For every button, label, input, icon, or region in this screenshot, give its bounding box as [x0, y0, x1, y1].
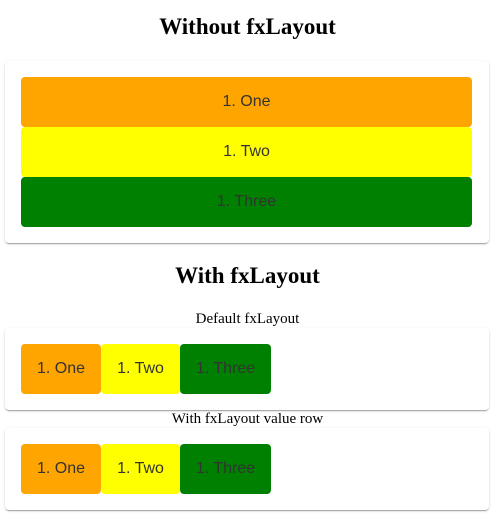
row-item-three: 1. Three [180, 344, 271, 394]
without-fxlayout-heading: Without fxLayout [159, 14, 336, 39]
stack-item-one: 1. One [21, 77, 472, 127]
row-item-one: 1. One [21, 344, 101, 394]
row-item-two: 1. Two [101, 444, 180, 494]
row-item-two: 1. Two [101, 344, 180, 394]
without-fxlayout-card: 1. One 1. Two 1. Three [5, 61, 489, 243]
stack-item-two: 1. Two [21, 127, 472, 177]
fxlayout-row-card: 1. One 1. Two 1. Three [5, 428, 489, 510]
row-item-three: 1. Three [180, 444, 271, 494]
default-fxlayout-card: 1. One 1. Two 1. Three [5, 328, 489, 410]
fxlayout-row-label: With fxLayout value row [171, 411, 324, 427]
default-fxlayout-label: Default fxLayout [195, 311, 300, 327]
fxlayout-value-row: 1. One 1. Two 1. Three [21, 444, 271, 494]
default-fxlayout-row: 1. One 1. Two 1. Three [21, 344, 271, 394]
row-item-one: 1. One [21, 444, 101, 494]
with-fxlayout-heading: With fxLayout [175, 263, 320, 288]
stack-item-three: 1. Three [21, 177, 472, 227]
